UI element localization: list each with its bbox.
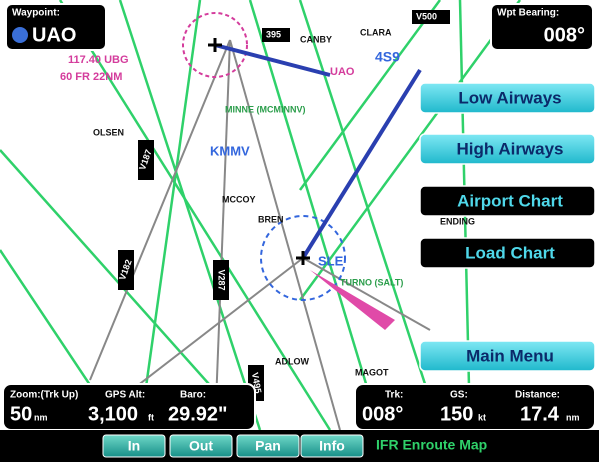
distance-value: 17.4 xyxy=(520,403,560,425)
waypoint-box xyxy=(5,3,107,51)
softkey-label: Info xyxy=(319,438,345,454)
gps-alt-value: 3,100 xyxy=(88,403,138,425)
gps-alt-unit: ft xyxy=(148,412,154,422)
menu-button-bg xyxy=(419,237,596,269)
softkey-bg xyxy=(300,434,364,458)
bearing-label: Wpt Bearing: xyxy=(497,8,559,19)
map-label: 395 xyxy=(266,29,281,39)
map-label: UAO xyxy=(330,66,355,78)
map-labels: V500 CANBY CLARA 4S9 UAO 117.40 UBG 60 F… xyxy=(60,10,475,401)
map-label: MINNE (MCMINNV) xyxy=(225,104,306,114)
distance-unit: nm xyxy=(566,412,580,422)
softkey-bg xyxy=(169,434,233,458)
menu-button-label: Main Menu xyxy=(466,346,554,365)
map-label: V287 xyxy=(217,269,227,290)
airway-box xyxy=(412,10,450,24)
zoom-label: Zoom:(Trk Up) xyxy=(10,390,78,401)
softkey-bg xyxy=(102,434,166,458)
baro-label: Baro: xyxy=(180,390,206,401)
distance-label: Distance: xyxy=(515,390,560,401)
menu-button-label: Low Airways xyxy=(458,88,561,107)
softkeys: In Out Pan Info xyxy=(102,434,364,458)
menu-button-label: Airport Chart xyxy=(457,191,563,210)
softkey-label: Out xyxy=(189,438,213,454)
map-label: BREN xyxy=(258,214,284,224)
baro-value: 29.92" xyxy=(168,403,228,425)
map xyxy=(0,0,522,431)
map-label: CANBY xyxy=(300,34,332,44)
map-label: ADLOW xyxy=(275,356,309,366)
zoom-value: 50 xyxy=(10,403,32,425)
softkey[interactable]: Out xyxy=(169,434,233,458)
menu-button-bg xyxy=(419,133,596,165)
airway-box xyxy=(138,140,154,180)
trk-value: 008° xyxy=(362,403,403,425)
menu-button-label: Load Chart xyxy=(465,243,555,262)
page-title: IFR Enroute Map xyxy=(376,437,487,453)
menu-button[interactable]: Load Chart xyxy=(419,237,596,269)
menu-button[interactable]: Airport Chart xyxy=(419,185,596,217)
waypoint-icon xyxy=(12,27,28,43)
trk-label: Trk: xyxy=(385,390,403,401)
map-label: ENDING xyxy=(440,216,475,226)
map-label: TURNO (SALT) xyxy=(340,277,403,287)
map-label: SLE xyxy=(318,253,344,268)
menu-button[interactable]: Low Airways xyxy=(419,82,596,114)
menu-button-label: High Airways xyxy=(456,139,563,158)
gs-unit: kt xyxy=(478,412,486,422)
softkey-label: In xyxy=(128,438,140,454)
menu-button[interactable]: High Airways xyxy=(419,133,596,165)
softkey[interactable]: In xyxy=(102,434,166,458)
menu-button-bg xyxy=(419,82,596,114)
waypoint-label: Waypoint: xyxy=(12,8,60,19)
map-label: KMMV xyxy=(210,143,250,158)
bearing-box xyxy=(490,3,594,51)
gs-label: GS: xyxy=(450,390,468,401)
airway-box xyxy=(118,250,134,290)
menu-button[interactable]: Main Menu xyxy=(419,340,596,372)
map-label: 4S9 xyxy=(375,49,400,65)
softkey[interactable]: Info xyxy=(300,434,364,458)
map-label: MCCOY xyxy=(222,194,256,204)
gps-alt-label: GPS Alt: xyxy=(105,390,145,401)
menu-button-bg xyxy=(419,340,596,372)
map-label: V500 xyxy=(416,11,437,21)
softkey-label: Pan xyxy=(255,438,281,454)
bearing-value: 008° xyxy=(544,24,585,46)
airway-box xyxy=(213,260,229,300)
map-label: MAGOT xyxy=(355,367,389,377)
map-label: 60 FR 22NM xyxy=(60,71,122,83)
waypoint-id: UAO xyxy=(32,24,76,46)
gs-value: 150 xyxy=(440,403,473,425)
softkey-bg xyxy=(236,434,300,458)
menu: Low Airways High Airways Airport Chart Load… xyxy=(419,82,596,372)
map-label: CLARA xyxy=(360,27,392,37)
softkey[interactable]: Pan xyxy=(236,434,300,458)
menu-button-bg xyxy=(419,185,596,217)
airway-box xyxy=(262,28,290,42)
zoom-unit: nm xyxy=(34,412,48,422)
map-label: OLSEN xyxy=(93,127,124,137)
map-label: 117.40 UBG xyxy=(68,54,129,66)
